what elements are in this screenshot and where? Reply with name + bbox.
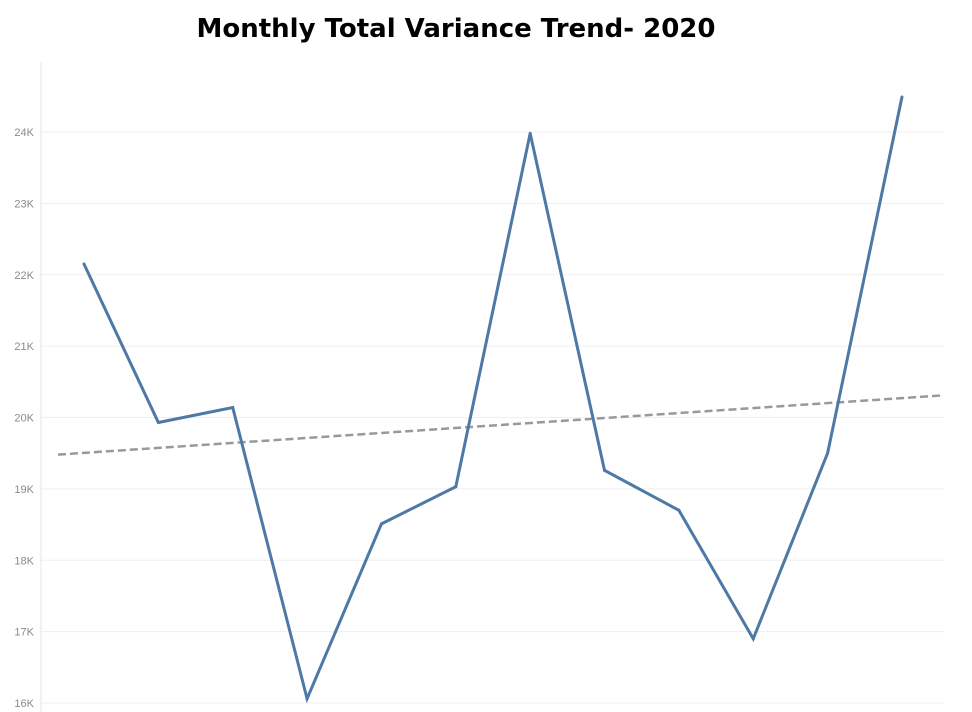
series-line: [82, 96, 904, 704]
trend-line: [57, 394, 943, 456]
data-point: [900, 95, 904, 99]
y-tick-label: 18K: [14, 555, 34, 567]
data-point: [677, 508, 681, 512]
y-tick-label: 17K: [14, 627, 34, 639]
data-point: [305, 697, 309, 701]
y-tick-label: 19K: [14, 484, 34, 496]
y-tick-label: 23K: [14, 198, 34, 210]
y-tick-label: 21K: [14, 341, 34, 353]
data-point: [528, 131, 532, 135]
data-point: [603, 468, 607, 472]
data-point: [751, 637, 755, 641]
data-point: [231, 406, 235, 410]
grid-lines: [41, 131, 944, 704]
data-point: [82, 262, 86, 266]
series-layer: [82, 95, 904, 704]
data-point: [454, 485, 458, 489]
data-point: [826, 451, 830, 455]
data-point: [379, 522, 383, 526]
y-axis-tick-labels: 16K 17K 18K 19K 20K 21K 22K 23K 24K: [14, 127, 34, 710]
y-tick-label: 24K: [14, 127, 34, 139]
chart-title: Monthly Total Variance Trend- 2020: [196, 14, 716, 44]
trend-line-layer: [57, 394, 943, 456]
y-tick-label: 22K: [14, 270, 34, 282]
y-tick-label: 16K: [14, 698, 34, 710]
data-point: [156, 420, 160, 424]
y-tick-label: 20K: [14, 413, 34, 425]
